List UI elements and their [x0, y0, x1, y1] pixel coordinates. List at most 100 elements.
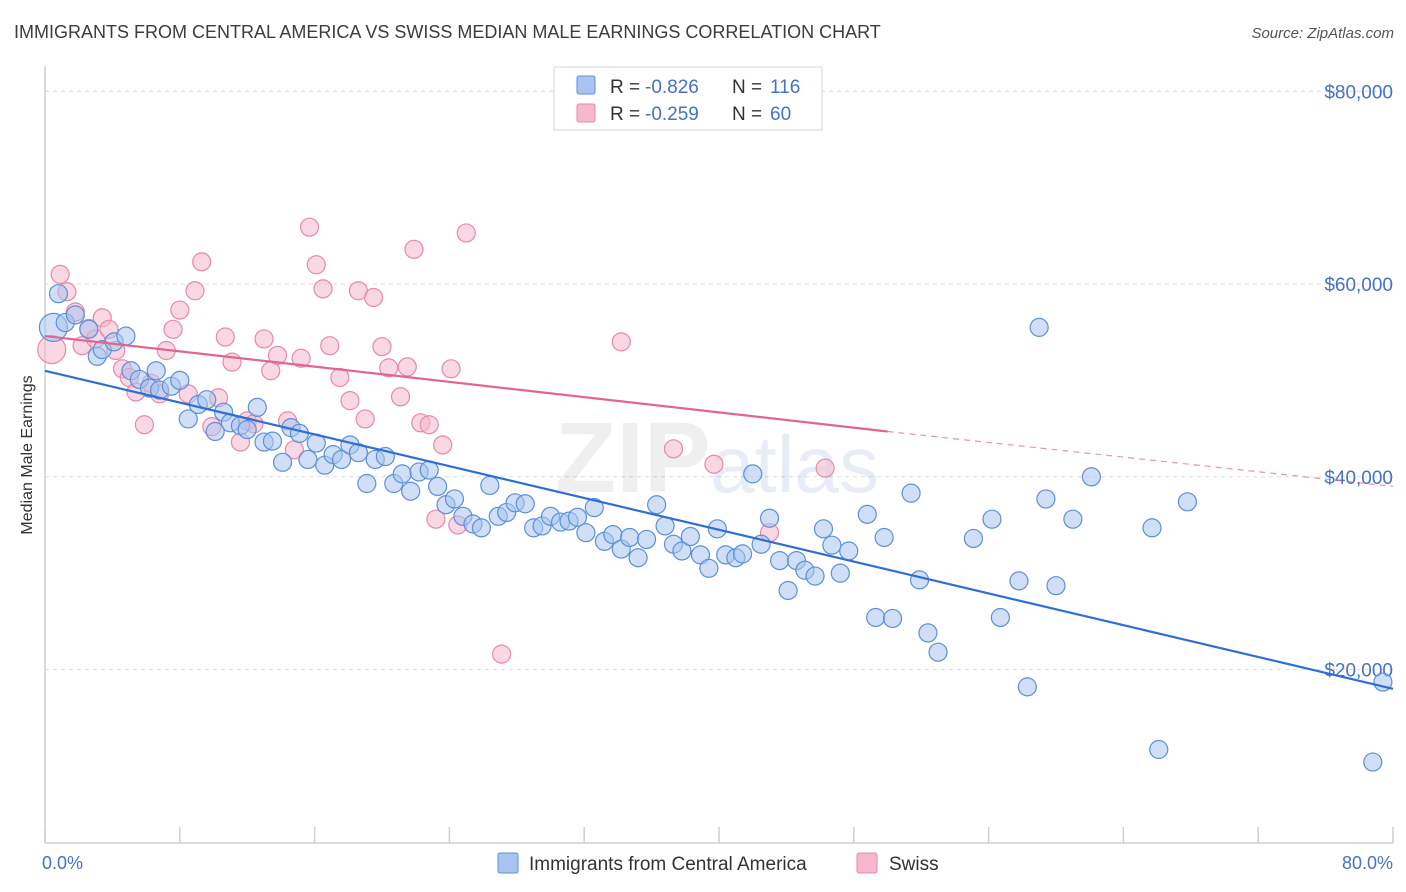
central-america-point-96	[882, 608, 903, 629]
stats-n-label-pink: N =	[732, 104, 762, 125]
central-america-point-100	[928, 642, 948, 662]
central-america-point-55	[515, 494, 535, 514]
swiss-point-58	[663, 439, 684, 459]
watermark: ZIP atlas	[555, 402, 879, 514]
swiss-point-53	[441, 359, 461, 379]
central-america-point-63	[584, 498, 604, 518]
swiss-point-52	[433, 435, 453, 455]
swiss-point-29	[254, 329, 274, 349]
central-america-point-98	[909, 570, 930, 590]
central-america-point-111	[1142, 518, 1162, 538]
legend-label-central-america: Immigrants from Central America	[529, 854, 807, 875]
central-america-point-76	[699, 558, 719, 578]
central-america-point-85	[778, 580, 798, 601]
swiss-point-42	[355, 409, 375, 429]
central-america-point-101	[963, 528, 984, 549]
central-america-point-103	[990, 607, 1010, 628]
series-legend: Immigrants from Central America Swiss	[497, 852, 939, 875]
trend-line-swiss	[44, 334, 888, 433]
swiss-point-47	[397, 357, 417, 377]
central-america-point-92	[839, 541, 859, 561]
series-central-america-points	[38, 284, 1393, 772]
central-america-point-89	[813, 519, 834, 539]
swiss-point-18	[170, 300, 190, 320]
watermark-atlas: atlas	[710, 420, 879, 509]
central-america-point-51	[480, 475, 500, 496]
legend-swatch-central-america	[497, 852, 519, 874]
swiss-point-40	[340, 391, 360, 411]
x-tick-label-left: 0.0%	[42, 853, 83, 873]
swiss-point-50	[419, 415, 439, 435]
x-axis-ticks	[44, 827, 1394, 843]
swiss-point-43	[363, 287, 384, 308]
central-america-point-47	[444, 489, 465, 509]
swiss-point-36	[306, 255, 326, 275]
stats-r-value-pink: -0.259	[645, 104, 699, 125]
gridlines	[45, 90, 1393, 671]
swiss-point-31	[267, 345, 288, 365]
central-america-point-68	[628, 548, 648, 568]
trend-line-swiss-extension	[887, 430, 1394, 488]
y-tick-label-60000: $60,000	[1324, 275, 1393, 296]
central-america-point-99	[918, 623, 938, 643]
stats-legend: R = -0.826 N = 116 R = -0.259 N = 60	[553, 66, 823, 131]
central-america-point-8	[116, 326, 136, 346]
central-america-point-42	[401, 481, 421, 501]
central-america-point-90	[822, 535, 842, 555]
central-america-point-30	[298, 449, 318, 470]
swiss-point-20	[185, 281, 205, 301]
central-america-point-26	[262, 431, 283, 451]
central-america-point-15	[170, 370, 190, 390]
stats-legend-box	[553, 66, 823, 131]
central-america-point-24	[247, 397, 267, 417]
central-america-point-18	[197, 390, 217, 410]
watermark-zip: ZIP	[555, 402, 711, 514]
stats-legend-swatch-pink	[576, 103, 596, 123]
central-america-point-74	[680, 526, 700, 547]
swiss-point-17	[163, 319, 183, 339]
central-america-point-19	[205, 421, 225, 442]
central-america-point-1	[48, 284, 69, 304]
central-america-point-73	[672, 541, 692, 561]
central-america-point-93	[857, 504, 877, 524]
stats-n-label-blue: N =	[732, 77, 762, 98]
y-axis-label: Median Male Earnings	[19, 375, 36, 534]
central-america-point-81	[743, 464, 763, 484]
swiss-point-35	[299, 217, 320, 237]
central-america-point-95	[874, 527, 894, 548]
central-america-point-108	[1046, 576, 1066, 596]
central-america-point-12	[146, 361, 166, 381]
swiss-point-61	[815, 458, 835, 478]
central-america-point-112	[1149, 739, 1169, 760]
central-america-point-50	[471, 518, 492, 538]
swiss-point-56	[492, 644, 512, 664]
central-america-point-107	[1036, 489, 1056, 509]
central-america-point-91	[830, 563, 850, 583]
swiss-point-55	[456, 223, 476, 243]
central-america-point-113	[1177, 492, 1198, 512]
central-america-point-106	[1029, 317, 1049, 337]
swiss-point-59	[704, 454, 724, 474]
y-axis-tick-labels: $20,000$40,000$60,000$80,000	[1324, 82, 1393, 681]
central-america-point-83	[759, 508, 780, 528]
swiss-point-1	[50, 264, 70, 284]
central-america-point-105	[1017, 677, 1037, 697]
stats-n-value-pink: 60	[770, 104, 791, 125]
central-america-point-70	[647, 495, 667, 515]
swiss-point-51	[426, 509, 446, 529]
swiss-point-48	[404, 239, 424, 259]
stats-r-label-pink: R =	[610, 104, 640, 125]
central-america-point-61	[567, 507, 588, 527]
swiss-point-21	[192, 252, 212, 272]
central-america-point-67	[620, 527, 640, 548]
central-america-point-88	[805, 566, 825, 586]
y-tick-label-80000: $80,000	[1324, 82, 1393, 103]
source-label: Source: ZipAtlas.com	[1251, 25, 1394, 42]
central-america-point-114	[1363, 752, 1383, 772]
swiss-point-38	[320, 336, 340, 356]
stats-r-value-blue: -0.826	[645, 77, 699, 98]
central-america-point-41	[392, 464, 412, 484]
central-america-point-27	[272, 452, 293, 472]
swiss-point-34	[291, 348, 311, 368]
